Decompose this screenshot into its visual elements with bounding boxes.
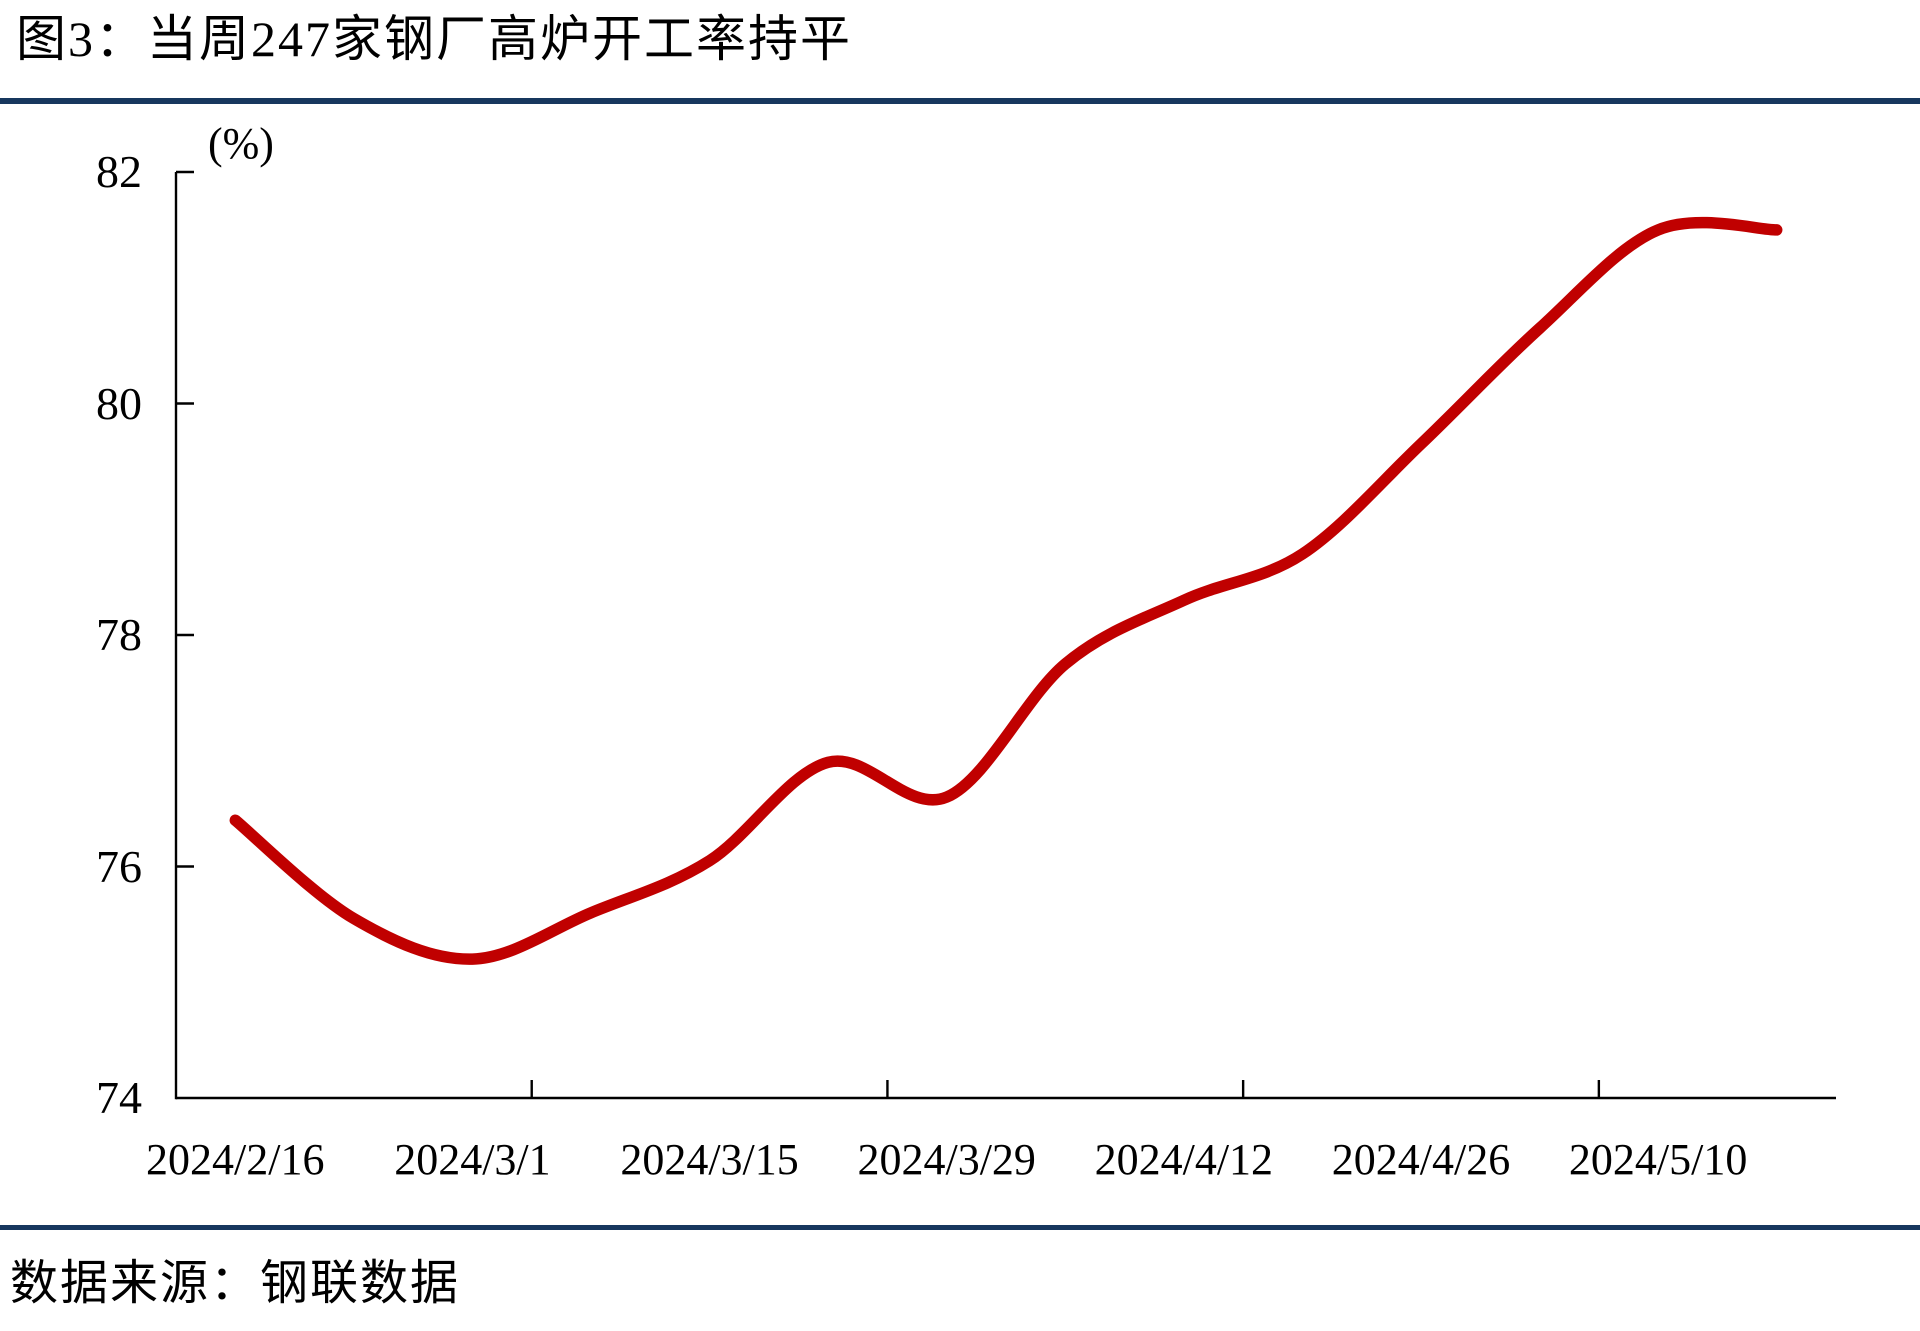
- y-tick-label: 74: [96, 1072, 142, 1123]
- y-tick-label: 82: [96, 146, 142, 197]
- y-axis-unit-label: (%): [208, 119, 274, 168]
- x-tick-label: 2024/4/26: [1331, 1135, 1511, 1184]
- y-tick-label: 78: [96, 609, 142, 660]
- x-tick-label: 2024/4/12: [1094, 1135, 1274, 1184]
- x-tick-label: 2024/5/10: [1568, 1135, 1748, 1184]
- figure-title: 图3：当周247家钢厂高炉开工率持平: [16, 11, 852, 67]
- operating-rate-line: [229, 216, 1783, 965]
- bottom-divider: [0, 1225, 1920, 1230]
- y-tick-label: 76: [96, 840, 142, 892]
- x-tick-label: 2024/3/15: [620, 1135, 799, 1184]
- x-tick-label: 2024/3/29: [857, 1135, 1036, 1184]
- x-tick-label: 2024/2/16: [146, 1135, 325, 1184]
- y-tick-label: 80: [96, 377, 142, 429]
- x-tick-label: 2024/3/1: [394, 1135, 551, 1184]
- top-divider: [0, 98, 1920, 104]
- data-source: 数据来源：钢联数据: [10, 1257, 461, 1310]
